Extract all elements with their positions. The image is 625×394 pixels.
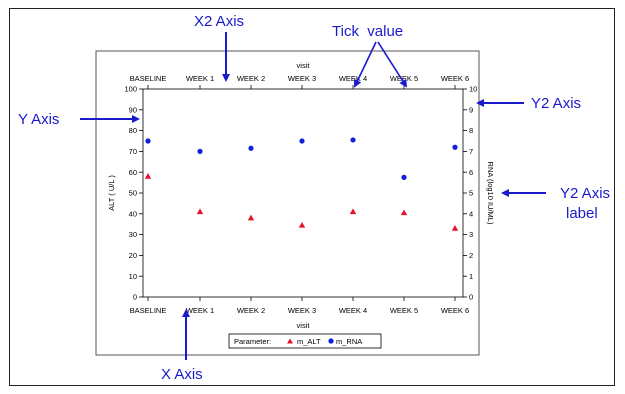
y2-tick-label: 4 <box>469 209 473 218</box>
plot-area <box>142 88 464 298</box>
legend-rna-marker <box>328 338 334 344</box>
arrow-tick-value-left <box>353 41 377 88</box>
x-tick-label: WEEK 3 <box>288 306 316 315</box>
x2-tick-label: WEEK 4 <box>339 74 367 83</box>
y2-tick-label: 6 <box>469 168 473 177</box>
rna-point <box>350 137 356 143</box>
legend-box <box>228 333 382 349</box>
y2-tick-label: 7 <box>469 147 473 156</box>
legend-rna-label: m_RNA <box>336 337 362 346</box>
y2-axis-title: RNA (log10 IU/ML) <box>486 162 495 225</box>
y-tick-label: 40 <box>129 209 137 218</box>
y-axis-title: ALT ( U/L ) <box>107 175 116 211</box>
y-tick-label: 70 <box>129 147 137 156</box>
legend: Parameter: m_ALT m_RNA <box>228 333 382 349</box>
y-tick-label: 20 <box>129 251 137 260</box>
alt-point <box>451 225 459 231</box>
x2-tick-label: WEEK 2 <box>237 74 265 83</box>
rna-point <box>197 148 203 154</box>
y2-tick-label: 10 <box>469 85 477 94</box>
y2-tick-label: 2 <box>469 251 473 260</box>
annotations: X2 Axis Tick value Y Axis Y2 Axis Y2 Axi… <box>18 13 610 383</box>
x2-tick-label: BASELINE <box>130 74 167 83</box>
arrow-tick-value-right <box>377 41 408 88</box>
x-axis-title: visit <box>297 321 311 330</box>
alt-point <box>196 208 204 215</box>
y-tick-label: 100 <box>124 85 137 94</box>
y2-tick-label: 3 <box>469 230 473 239</box>
x2-tick-label: WEEK 6 <box>441 74 469 83</box>
annotation-y2-axis-label: Y2 Axis label <box>560 185 610 222</box>
legend-alt-label: m_ALT <box>297 337 321 346</box>
y-tick-label: 80 <box>129 126 137 135</box>
y-tick-label: 90 <box>129 105 137 114</box>
x2-tick-label: WEEK 5 <box>390 74 418 83</box>
x-tick-label: WEEK 2 <box>237 306 265 315</box>
x2-axis-title: visit <box>297 61 311 70</box>
x2-tick-label: WEEK 3 <box>288 74 316 83</box>
chart-outer-box <box>95 50 480 356</box>
y2-tick-label: 1 <box>469 272 473 281</box>
alt-point <box>400 209 408 216</box>
y-tick-label: 0 <box>133 293 137 302</box>
rna-point <box>145 138 151 144</box>
rna-point <box>299 138 305 144</box>
y2-tick-label: 0 <box>469 293 473 302</box>
rna-point <box>452 144 458 150</box>
x-tick-label: WEEK 6 <box>441 306 469 315</box>
annotation-y-axis: Y Axis <box>18 111 59 128</box>
x-tick-label: BASELINE <box>130 306 167 315</box>
ticks-layer: BASELINE WEEK 1 WEEK 2 WEEK 3 WEEK 4 WEEK 5 WE… <box>124 74 477 315</box>
y-tick-label: 10 <box>129 272 137 281</box>
y-tick-label: 60 <box>129 168 137 177</box>
rna-point <box>401 174 407 180</box>
legend-title: Parameter: <box>234 337 271 346</box>
alt-point <box>144 173 152 179</box>
x-tick-label: WEEK 5 <box>390 306 418 315</box>
annotation-tick-value: Tick value <box>332 23 403 40</box>
x-tick-label: WEEK 1 <box>186 306 214 315</box>
alt-point <box>247 214 255 221</box>
alt-point <box>298 221 306 228</box>
annotation-x-axis: X Axis <box>161 366 203 383</box>
figure-frame <box>9 8 615 386</box>
x-tick-label: WEEK 4 <box>339 306 367 315</box>
y2-tick-label: 8 <box>469 126 473 135</box>
marks-layer <box>144 137 459 231</box>
rna-point <box>248 145 254 151</box>
alt-point <box>349 208 357 215</box>
annotation-y2-axis: Y2 Axis <box>531 95 581 112</box>
annotation-x2-axis: X2 Axis <box>194 13 244 30</box>
legend-alt-marker <box>287 338 293 344</box>
x2-tick-label: WEEK 1 <box>186 74 214 83</box>
y2-tick-label: 5 <box>469 189 473 198</box>
y2-tick-label: 9 <box>469 105 473 114</box>
y-tick-label: 50 <box>129 189 137 198</box>
y-tick-label: 30 <box>129 230 137 239</box>
